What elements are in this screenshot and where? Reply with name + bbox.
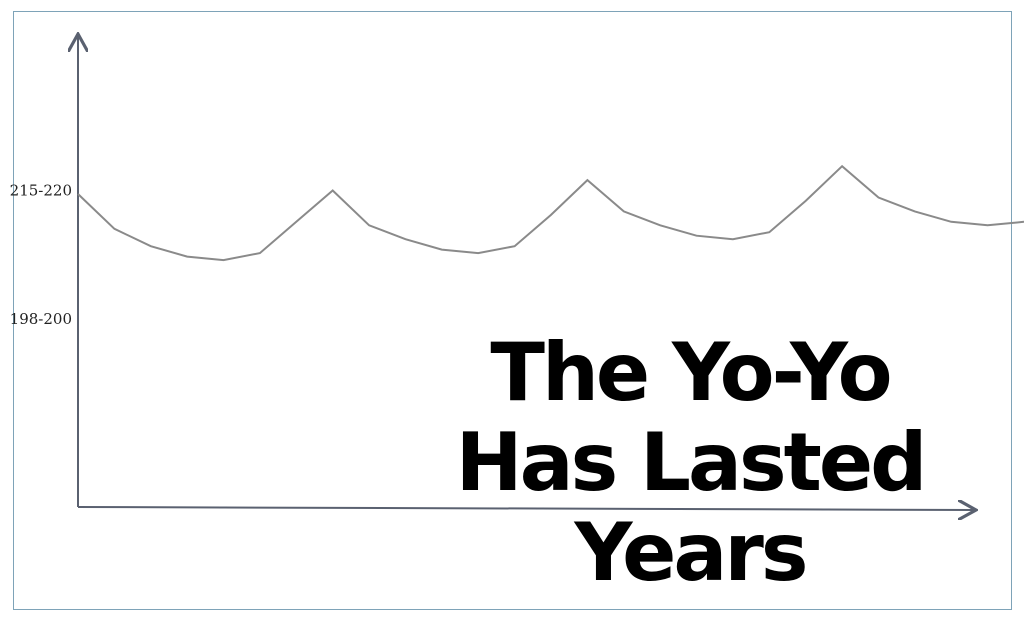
chart-frame <box>13 11 1012 610</box>
headline-line-3: Years <box>574 506 809 599</box>
headline-line-1: The Yo-Yo <box>490 326 892 419</box>
headline: The Yo-Yo Has Lasted Years <box>440 328 940 598</box>
y-tick-label: 198-200 <box>10 310 72 328</box>
y-tick-label: 215-220 <box>10 182 72 200</box>
headline-line-2: Has Lasted <box>455 416 928 509</box>
series-line-0 <box>77 164 1024 262</box>
x-axis <box>77 507 976 510</box>
